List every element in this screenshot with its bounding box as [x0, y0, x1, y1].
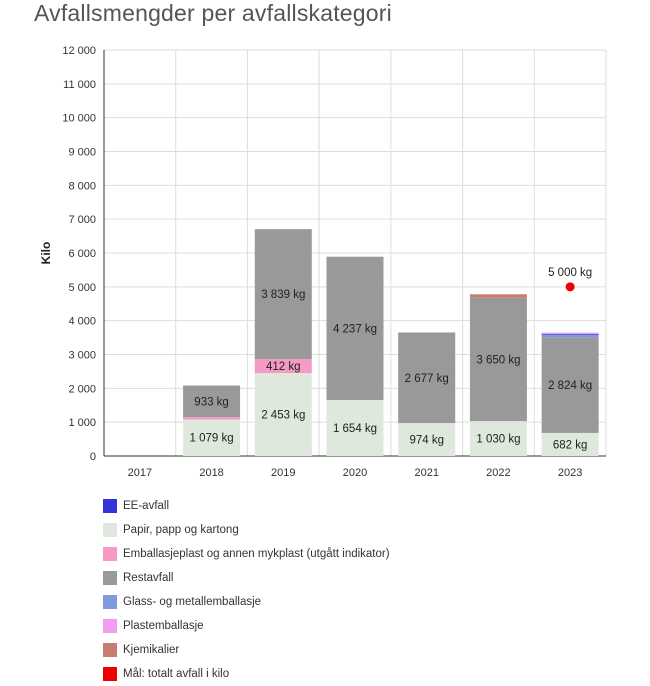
- legend-label: Emballasjeplast og annen mykplast (utgåt…: [123, 548, 390, 560]
- bar-segment: [541, 333, 599, 335]
- y-tick-label: 0: [90, 451, 96, 463]
- target-label: 5 000 kg: [548, 267, 592, 279]
- legend-swatch: [103, 667, 117, 681]
- y-tick-label: 5 000: [68, 282, 96, 294]
- bar-segment: [398, 423, 456, 456]
- data-label: 974 kg: [409, 435, 444, 447]
- page-title: Avfallsmengder per avfallskategori: [34, 0, 392, 26]
- y-tick-label: 3 000: [68, 350, 96, 362]
- data-label: 1 654 kg: [333, 423, 377, 435]
- legend-item[interactable]: Plastemballasje: [103, 614, 390, 638]
- y-tick-label: 4 000: [68, 316, 96, 328]
- bar-segment: [398, 332, 456, 424]
- chart-legend: EE-avfall Papir, papp og kartong Emballasj…: [103, 494, 390, 686]
- legend-label: Papir, papp og kartong: [123, 524, 239, 536]
- data-label: 1 079 kg: [190, 433, 234, 445]
- bar-segment: [183, 417, 241, 420]
- bar-segment: [541, 432, 599, 456]
- data-label: 1 030 kg: [476, 434, 520, 446]
- x-tick-label: 2018: [199, 467, 223, 479]
- x-tick-label: 2019: [271, 467, 295, 479]
- data-label: 3 650 kg: [476, 354, 520, 366]
- data-label: 3 839 kg: [261, 289, 305, 301]
- legend-label: Kjemikalier: [123, 644, 180, 656]
- bar-segment: [541, 337, 599, 433]
- data-label: 2 824 kg: [548, 380, 592, 392]
- target-marker: [565, 282, 575, 292]
- legend-swatch: [103, 523, 117, 537]
- data-label: 4 237 kg: [333, 323, 377, 335]
- y-tick-label: 11 000: [63, 79, 96, 91]
- y-tick-label: 7 000: [68, 214, 96, 226]
- bar-segment: [469, 294, 527, 298]
- stacked-bar-chart: 0 1 000 2 000 3 000 4 000 5 000 6 000 7 000 8 00…: [39, 45, 607, 479]
- x-tick-label: 2017: [128, 467, 152, 479]
- bar-segment: [541, 332, 599, 334]
- bar-segment: [469, 421, 527, 456]
- bar-segment: [183, 419, 241, 456]
- y-tick-label: 8 000: [68, 180, 96, 192]
- bar-segment: [326, 256, 384, 401]
- data-label: 2 677 kg: [405, 373, 449, 385]
- y-tick-label: 12 000: [62, 45, 96, 57]
- legend-swatch: [103, 547, 117, 561]
- bar-segment: [326, 400, 384, 456]
- legend-item[interactable]: EE-avfall: [103, 494, 390, 518]
- x-tick-label: 2023: [558, 467, 582, 479]
- legend-label: Restavfall: [123, 572, 174, 584]
- legend-swatch: [103, 619, 117, 633]
- x-tick-label: 2022: [486, 467, 510, 479]
- y-tick-label: 1 000: [68, 417, 96, 429]
- legend-swatch: [103, 643, 117, 657]
- legend-item[interactable]: Mål: totalt avfall i kilo: [103, 662, 390, 686]
- bar-segment: [254, 229, 312, 360]
- legend-label: EE-avfall: [123, 500, 170, 512]
- legend-item[interactable]: Glass- og metallemballasje: [103, 590, 390, 614]
- bar-segment: [541, 334, 599, 338]
- x-tick-label: 2020: [343, 467, 367, 479]
- y-axis-title: Kilo: [39, 242, 53, 265]
- legend-label: Mål: totalt avfall i kilo: [123, 668, 230, 680]
- legend-item[interactable]: Kjemikalier: [103, 638, 390, 662]
- data-label: 933 kg: [194, 396, 229, 408]
- y-tick-label: 2 000: [68, 383, 96, 395]
- legend-item[interactable]: Papir, papp og kartong: [103, 518, 390, 542]
- x-tick-label: 2021: [414, 467, 438, 479]
- bar-segment: [254, 359, 312, 374]
- legend-swatch: [103, 595, 117, 609]
- legend-item[interactable]: Restavfall: [103, 566, 390, 590]
- data-label: 412 kg: [266, 361, 301, 373]
- y-tick-label: 6 000: [68, 248, 96, 260]
- data-label: 682 kg: [553, 439, 588, 451]
- legend-label: Plastemballasje: [123, 620, 204, 632]
- legend-swatch: [103, 571, 117, 585]
- bar-segment: [183, 385, 241, 418]
- legend-item[interactable]: Emballasjeplast og annen mykplast (utgåt…: [103, 542, 390, 566]
- legend-swatch: [103, 499, 117, 513]
- legend-label: Glass- og metallemballasje: [123, 596, 262, 608]
- bar-segment: [254, 373, 312, 456]
- data-label: 2 453 kg: [261, 410, 305, 422]
- bar-segment: [469, 297, 527, 422]
- y-tick-label: 9 000: [68, 147, 96, 159]
- y-tick-label: 10 000: [62, 113, 96, 125]
